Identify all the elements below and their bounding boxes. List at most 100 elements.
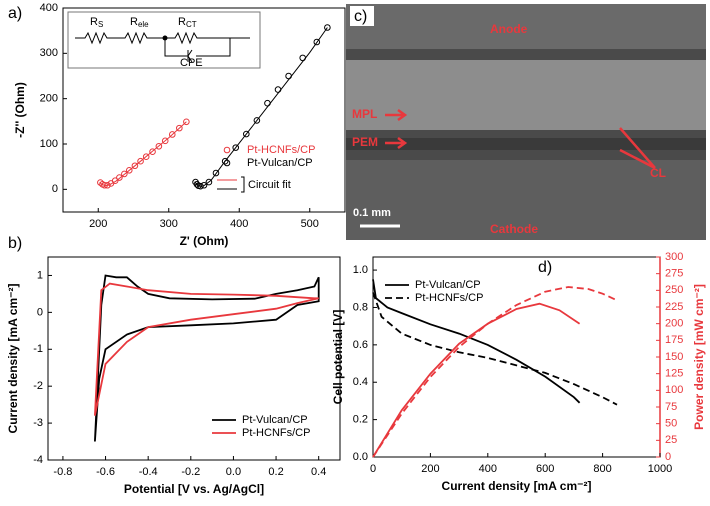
y-tick-label: 0.6 (353, 339, 368, 351)
circuit-node (162, 35, 168, 41)
y-axis-label: -Z'' (Ohm) (13, 82, 27, 138)
y-tick-label: -1 (33, 343, 43, 355)
legend-label: Circuit fit (248, 179, 291, 191)
y2-tick-label: 125 (665, 368, 683, 380)
y-tick-label: 1.0 (353, 264, 368, 276)
data-point (111, 177, 119, 185)
legend-label: Pt-Vulcan/CP (242, 414, 308, 426)
legend-label: Pt-HCNFs/CP (242, 427, 310, 439)
data-point (232, 144, 240, 151)
x-tick-label: 1000 (648, 463, 672, 475)
x-tick-label: 0 (370, 463, 376, 475)
data-line (372, 302, 581, 458)
image-label: MPL (352, 107, 377, 121)
y2-tick-label: 300 (665, 251, 683, 263)
y2-tick-label: 25 (665, 434, 677, 446)
sem-image: c) Anode MPL PEM CL Cathode 0.1 mm (346, 4, 706, 240)
inset-label: RS (90, 16, 103, 29)
x-tick-label: 400 (479, 463, 497, 475)
inset-text: R (178, 16, 186, 28)
y2-axis-label: Power density [mW cm⁻²] (692, 284, 706, 430)
y2-tick-label: 225 (665, 301, 683, 313)
y-tick-label: 0 (52, 183, 58, 195)
legend-marker (223, 146, 231, 154)
y2-tick-label: 150 (665, 351, 683, 363)
data-point (200, 181, 208, 189)
y-axis-label: Current density [mA cm⁻²] (6, 284, 20, 434)
data-point (121, 170, 128, 178)
data-point (155, 142, 163, 150)
y-tick-label: 100 (40, 138, 58, 150)
x-tick-label: 0.0 (226, 466, 241, 478)
data-line (99, 121, 187, 187)
data-point (142, 153, 150, 160)
data-point (125, 166, 133, 174)
y-tick-label: 0.0 (353, 451, 368, 463)
data-point (253, 117, 261, 124)
x-axis-label: Current density [mA cm⁻²] (442, 479, 592, 493)
x-tick-label: -0.2 (181, 466, 200, 478)
data-point (313, 38, 321, 46)
y-axis-label: Cell potential [V] (331, 310, 345, 405)
data-line (372, 286, 618, 458)
y-tick-label: -2 (33, 380, 43, 392)
y-tick-label: 0.2 (353, 414, 368, 426)
image-label: Cathode (490, 222, 538, 236)
label-bg (350, 6, 374, 26)
y-tick-label: -4 (33, 454, 43, 466)
legend-label: Pt-HCNFs/CP (247, 144, 315, 156)
legend-bracket (241, 176, 245, 193)
anode-layer (346, 4, 706, 49)
panel-label: b) (8, 235, 22, 252)
x-tick-label: -0.8 (53, 466, 72, 478)
cathode-layer (346, 160, 706, 240)
x-tick-label: 600 (536, 463, 554, 475)
y2-tick-label: 50 (665, 418, 677, 430)
data-point (168, 131, 176, 138)
data-point (161, 137, 169, 145)
x-tick-label: 300 (160, 218, 178, 230)
data-line (194, 27, 328, 187)
inset-text: R (90, 16, 98, 28)
x-axis-label: Z' (Ohm) (180, 234, 229, 248)
x-tick-label: -0.6 (96, 466, 115, 478)
image-label: Anode (490, 22, 528, 36)
y-tick-label: 0.4 (353, 376, 368, 388)
data-line (372, 279, 581, 404)
data-point (205, 178, 213, 186)
plot-frame (47, 256, 341, 461)
data-point (324, 24, 331, 31)
inset-label: CPE (180, 57, 203, 69)
image-label: CL (650, 166, 666, 180)
y2-tick-label: 175 (665, 334, 683, 346)
data-point (243, 130, 250, 138)
inset-label: Rele (130, 16, 149, 29)
y2-tick-label: 100 (665, 384, 683, 396)
data-point (137, 157, 144, 165)
data-point (131, 162, 139, 170)
y2-tick-label: 250 (665, 284, 683, 296)
data-line (94, 282, 319, 416)
image-label: PEM (352, 135, 378, 149)
y2-tick-label: 0 (665, 451, 671, 463)
inset-text: R (130, 16, 138, 28)
x-tick-label: 200 (89, 218, 107, 230)
arrows (385, 108, 656, 170)
data-line (94, 274, 320, 442)
panel-label: c) (354, 8, 367, 25)
data-point (116, 174, 123, 181)
data-point (221, 157, 229, 165)
y-tick-label: 400 (40, 2, 58, 14)
data-point (212, 169, 220, 177)
y-tick-label: 300 (40, 47, 58, 59)
x-tick-label: 0.2 (268, 466, 283, 478)
mpl-layer (346, 60, 706, 130)
y2-tick-label: 200 (665, 318, 683, 330)
y-tick-label: 0.8 (353, 301, 368, 313)
subscript: S (98, 20, 103, 29)
circuit-wire (75, 31, 250, 63)
data-point (149, 148, 156, 156)
x-tick-label: 200 (421, 463, 439, 475)
x-tick-label: -0.4 (139, 466, 158, 478)
x-axis-label: Potential [V vs. Ag/AgCl] (124, 482, 264, 496)
